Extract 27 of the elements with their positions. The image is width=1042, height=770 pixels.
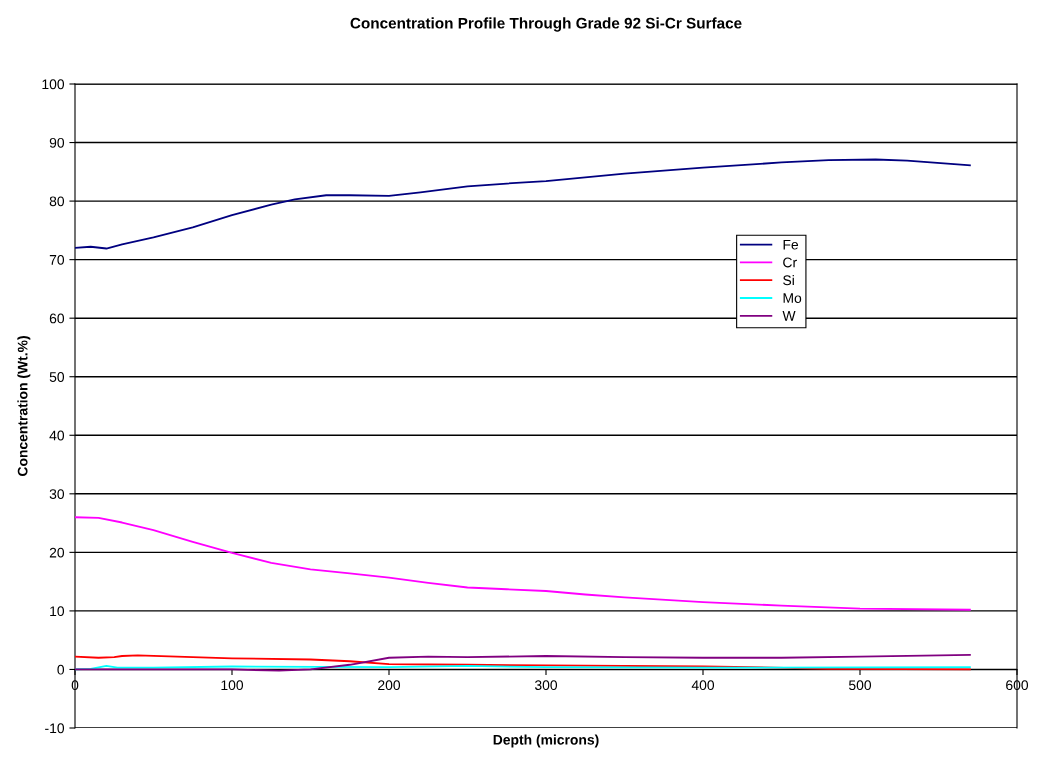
y-tick-label: 40	[49, 430, 65, 441]
x-tick-label: 100	[221, 680, 244, 691]
y-tick-label: 80	[49, 196, 65, 207]
legend-label: Fe	[783, 239, 799, 250]
y-tick-label: 10	[50, 606, 65, 617]
y-axis-title: Concentration (Wt.%)	[17, 336, 31, 477]
x-tick-label: 500	[848, 680, 872, 691]
y-tick-label: 70	[49, 254, 65, 265]
y-tick-label: -10	[45, 723, 65, 734]
line-series	[75, 158, 971, 250]
x-tick-label: 300	[534, 680, 558, 691]
y-tick-label: 50	[49, 372, 65, 382]
y-tick-label: 60	[49, 313, 65, 324]
x-tick-label: 400	[691, 680, 715, 691]
chart-title: Concentration Profile Through Grade 92 Si-Cr Surface	[350, 17, 742, 32]
y-tick-label: 0	[57, 664, 65, 675]
y-tick-label: 20	[49, 547, 65, 558]
legend-label: Mo	[783, 293, 802, 303]
x-tick-label: 200	[378, 680, 401, 691]
y-tick-label: 90	[49, 137, 65, 148]
y-tick-label: 100	[42, 79, 65, 90]
line-series	[75, 516, 971, 611]
legend-label: W	[782, 311, 796, 321]
legend-label: Cr	[783, 257, 797, 268]
legend-label: Si	[783, 274, 794, 286]
y-tick-label: 30	[49, 489, 65, 499]
x-axis-title: Depth (microns)	[493, 734, 599, 748]
